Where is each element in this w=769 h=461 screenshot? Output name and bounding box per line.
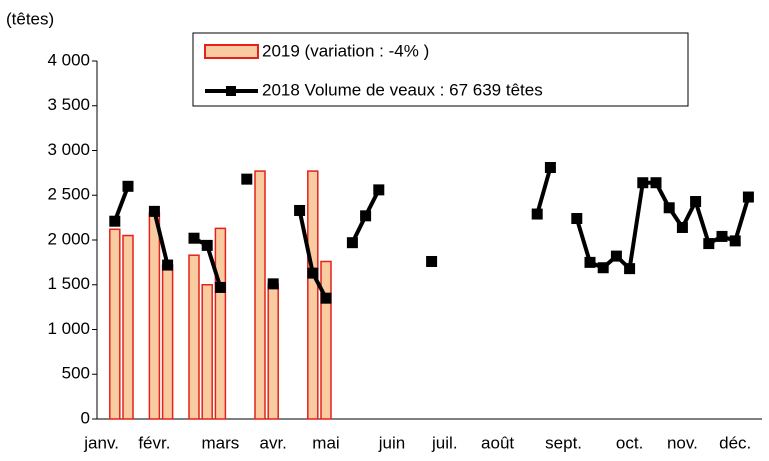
x-tick-label: juin	[378, 433, 405, 452]
x-tick-label: mai	[312, 433, 339, 452]
line-marker	[307, 267, 319, 279]
x-tick-label: janv.	[83, 433, 119, 452]
line-marker	[597, 262, 609, 274]
legend-label: 2019 (variation : -4% )	[262, 41, 429, 60]
line-marker	[241, 173, 253, 185]
y-tick-label: 3 500	[47, 95, 90, 114]
y-tick-label: 4 000	[47, 50, 90, 69]
legend-box	[192, 32, 689, 107]
legend-swatch	[204, 44, 259, 59]
line-marker	[214, 281, 226, 293]
bar	[254, 170, 266, 420]
x-tick-label: déc.	[719, 433, 751, 452]
line-marker	[663, 202, 675, 214]
x-tick-label: août	[481, 433, 514, 452]
x-tick-label: sept.	[545, 433, 582, 452]
line-marker	[544, 162, 556, 174]
x-tick-label: nov.	[667, 433, 698, 452]
y-tick-label: 500	[62, 364, 90, 383]
bar	[122, 234, 134, 420]
line-marker	[624, 263, 636, 275]
y-tick-label: 3 000	[47, 140, 90, 159]
bar	[320, 260, 332, 420]
y-tick-label: 1 000	[47, 319, 90, 338]
bar	[201, 284, 213, 420]
bar	[161, 264, 174, 420]
x-tick-label: avr.	[259, 433, 286, 452]
x-tick-label: juil.	[431, 433, 458, 452]
y-tick-label: 1 500	[47, 274, 90, 293]
line-marker	[676, 221, 688, 233]
bar	[307, 170, 319, 420]
bar	[109, 228, 121, 420]
line-marker	[729, 235, 741, 247]
line-marker	[122, 180, 134, 192]
line-marker	[162, 259, 174, 271]
line-marker	[201, 239, 213, 251]
line-marker	[360, 210, 372, 222]
line-marker	[346, 237, 358, 249]
line-marker	[650, 177, 662, 189]
line-marker	[716, 230, 728, 242]
line-marker	[294, 204, 306, 216]
x-tick-label: oct.	[616, 433, 643, 452]
x-tick-label: mars	[202, 433, 240, 452]
line-marker	[703, 238, 715, 250]
bar	[214, 227, 227, 420]
line-marker	[610, 250, 622, 262]
line-marker	[531, 208, 543, 220]
legend-label: 2018 Volume de veaux : 67 639 têtes	[262, 80, 543, 99]
line-marker	[584, 256, 596, 268]
line-marker	[637, 177, 649, 189]
line-marker	[571, 213, 583, 225]
y-tick-label: 2 000	[47, 229, 90, 248]
y-tick-label: 2 500	[47, 185, 90, 204]
bar	[188, 254, 200, 420]
bar	[267, 283, 279, 420]
line-marker	[742, 191, 754, 203]
line-marker	[690, 196, 702, 208]
y-axis-label: (têtes)	[6, 9, 54, 28]
line-marker	[188, 232, 200, 244]
line-marker	[320, 292, 332, 304]
bar	[148, 212, 161, 420]
line-marker	[109, 215, 121, 227]
line-marker	[426, 255, 438, 267]
x-tick-label: févr.	[138, 433, 170, 452]
line-marker	[267, 278, 279, 290]
y-tick-label: 0	[81, 408, 90, 427]
line-marker	[373, 184, 385, 196]
line-marker	[148, 205, 160, 217]
legend-marker	[226, 86, 236, 96]
